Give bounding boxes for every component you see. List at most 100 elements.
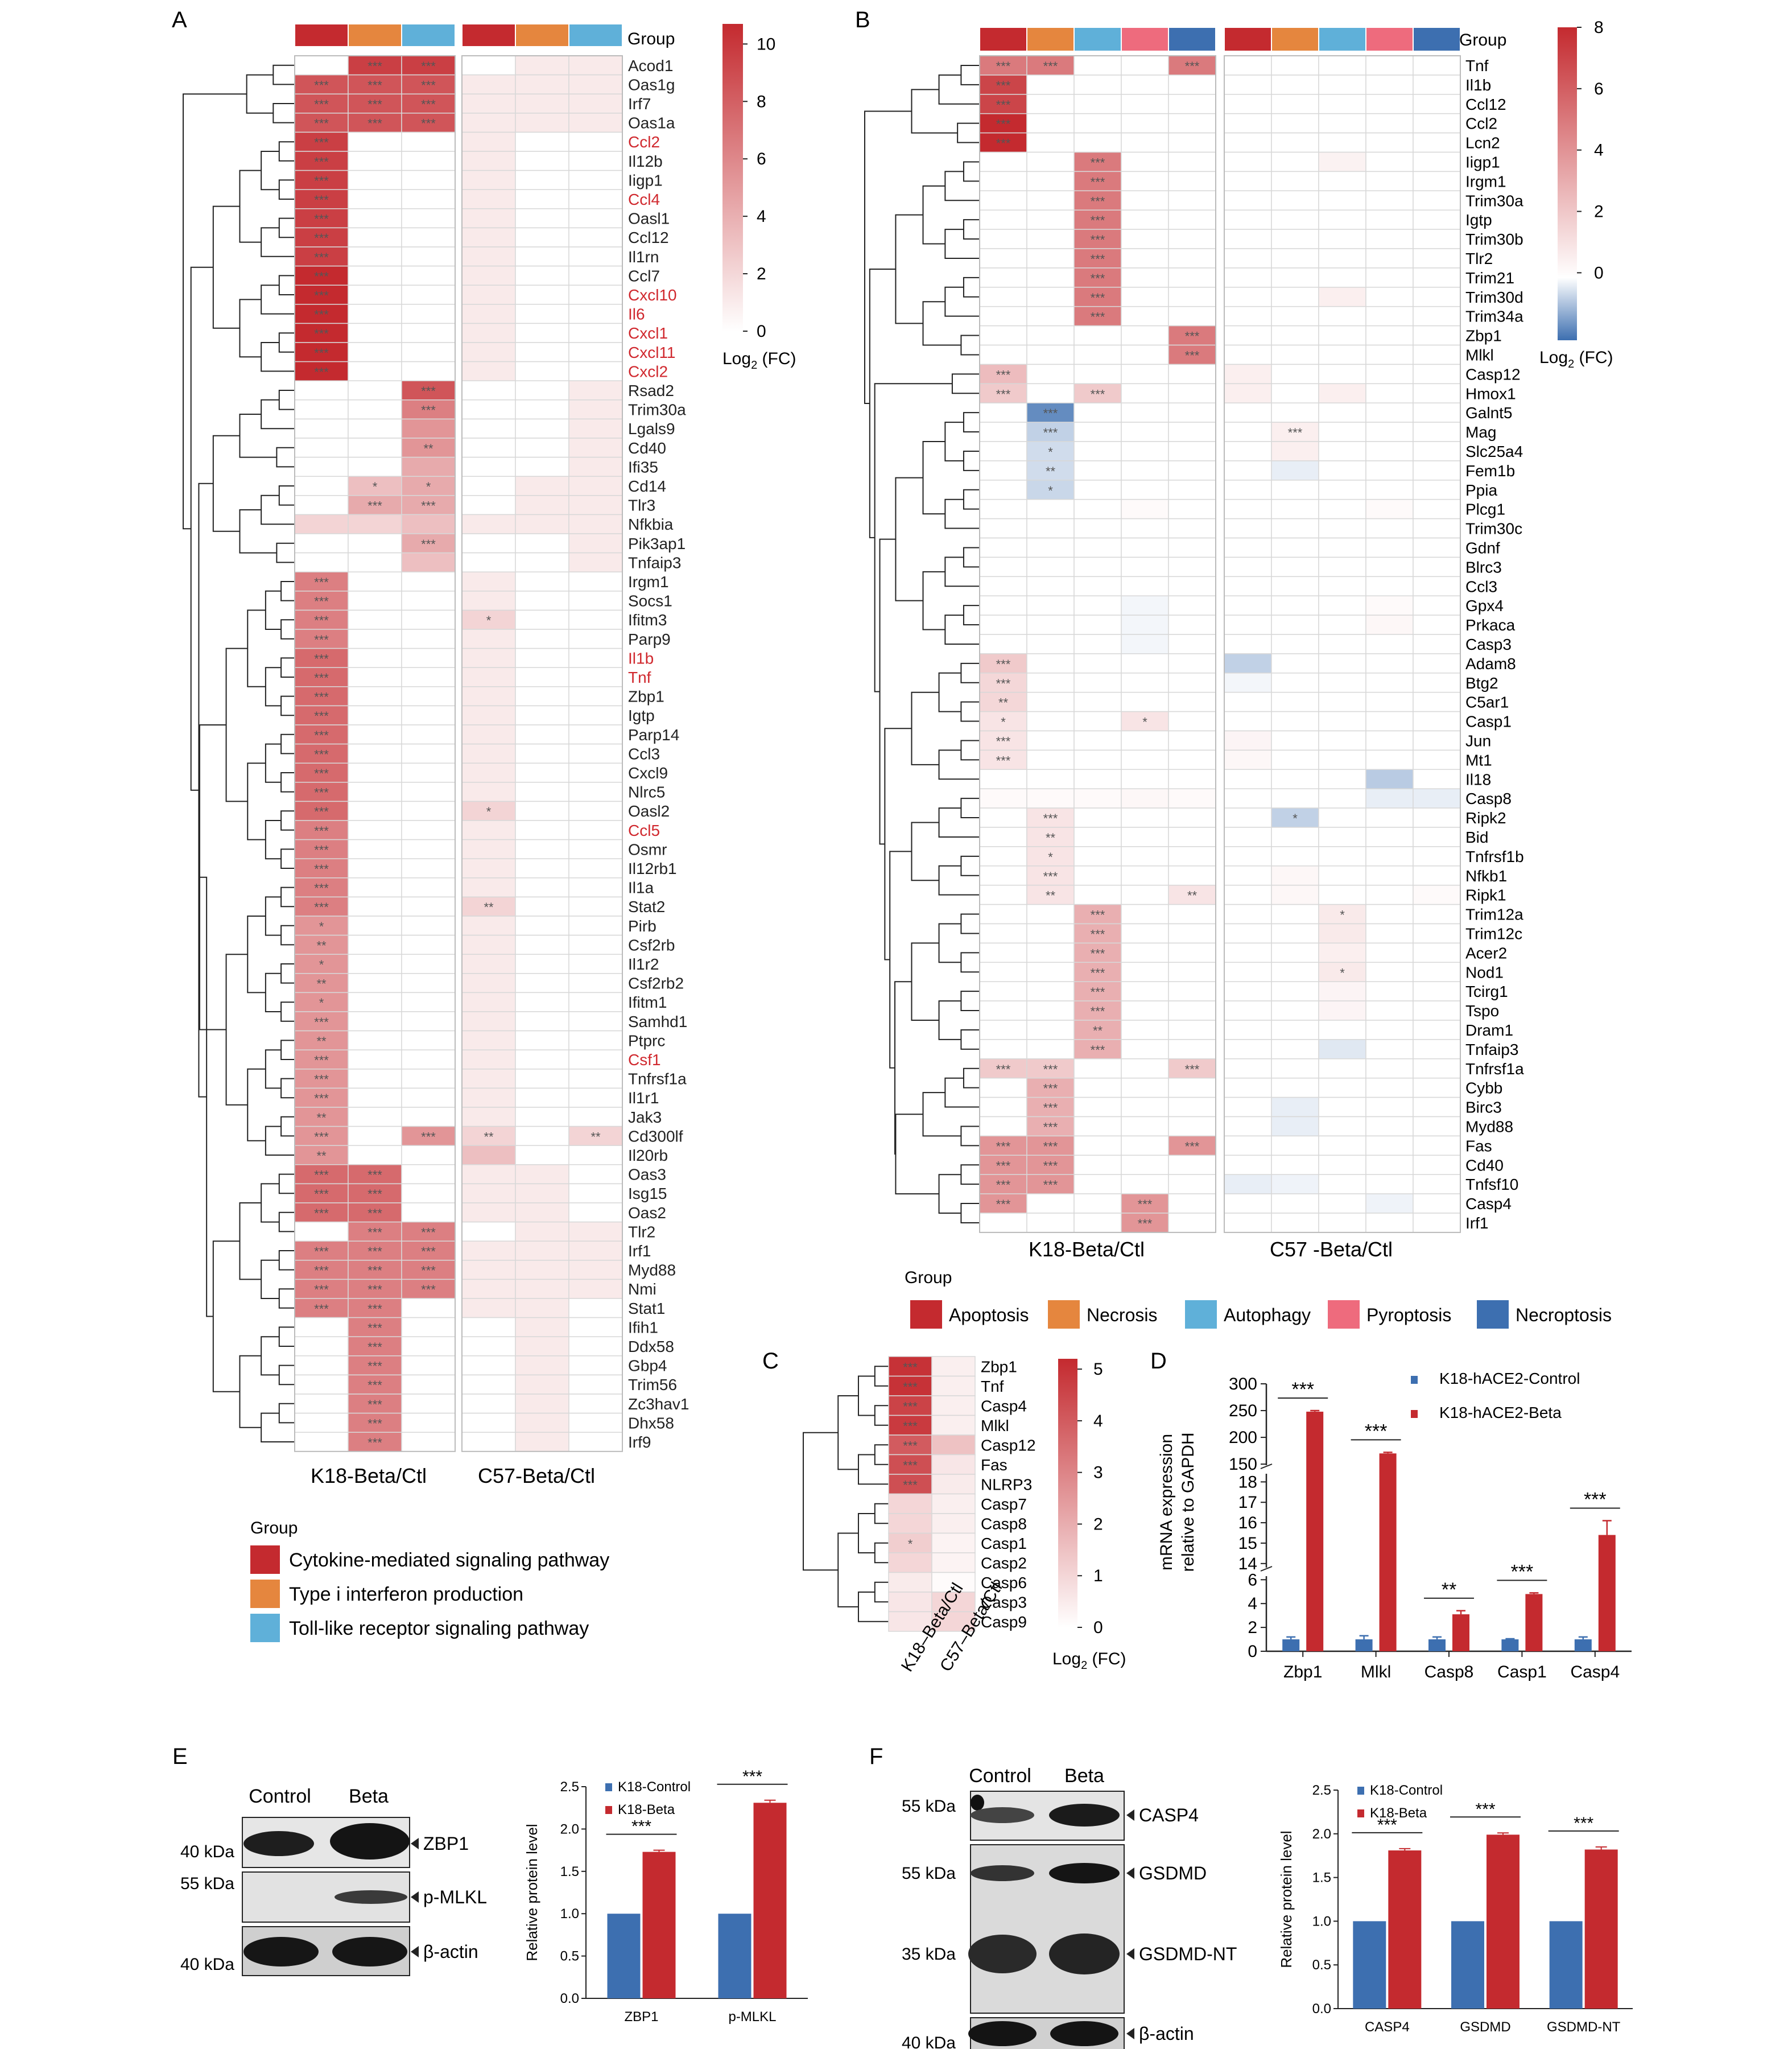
dendrogram-branch (261, 1259, 279, 1299)
heatmap-cell (1168, 306, 1216, 327)
heatmap-cell (568, 801, 623, 821)
heatmap-cell (1026, 576, 1075, 596)
heatmap-cell (515, 418, 569, 439)
gene-label: Lcn2 (1465, 134, 1500, 152)
band-label: ZBP1 (423, 1833, 469, 1854)
heatmap-cell (1318, 75, 1366, 95)
heatmap-cell (1073, 653, 1122, 674)
heatmap-frame-c57 (461, 55, 623, 1452)
significance-mark: *** (314, 633, 329, 647)
heatmap-cell (1318, 1193, 1366, 1214)
heatmap-cell (294, 1374, 349, 1395)
dendrogram-branch (265, 590, 282, 630)
heatmap-cell (568, 380, 623, 401)
gene-label: Ppia (1465, 481, 1497, 499)
error-bar (1383, 1452, 1393, 1454)
heatmap-cell (1413, 229, 1461, 249)
heatmap-cell (568, 189, 623, 209)
heatmap-cell (1168, 364, 1216, 385)
heatmap-cell (1121, 1193, 1169, 1214)
dendrogram-branch (944, 1077, 980, 1108)
heatmap-cell (1224, 364, 1272, 385)
heatmap-cell (1224, 942, 1272, 963)
heatmap-cell (1271, 480, 1319, 500)
colorbar-tick-label: 0 (757, 322, 766, 341)
heatmap-cell (515, 1030, 569, 1050)
gene-label: Trim34a (1465, 308, 1523, 325)
heatmap-cell (1271, 364, 1319, 385)
significance-mark: *** (314, 212, 329, 226)
heatmap-cell (1318, 94, 1366, 114)
heatmap-cell (461, 1183, 516, 1203)
significance-mark: *** (314, 78, 329, 92)
kda-label: 40 kDa (180, 1955, 234, 1974)
panel-c-letter: C (762, 1349, 779, 1374)
heatmap-cell (979, 113, 1027, 134)
heatmap-cell (348, 1355, 402, 1376)
gene-label: Acod1 (628, 57, 673, 75)
heatmap-cell (461, 265, 516, 286)
dendrogram-branch (246, 74, 274, 114)
heatmap-cell (1413, 653, 1461, 674)
heatmap-cell (461, 208, 516, 229)
dendrogram-branch (280, 1040, 295, 1060)
dendrogram-branch (874, 1503, 889, 1524)
dendrogram-branch (261, 494, 295, 525)
bar-K18-Control (718, 1914, 752, 1998)
heatmap-cell (461, 552, 516, 572)
dendrogram-branch (190, 266, 213, 791)
band-arrow (411, 1838, 419, 1849)
bar-K18-hACE2-Beta (1525, 1594, 1543, 1651)
heatmap-cell (1365, 884, 1414, 905)
dendrogram-branch (280, 963, 295, 984)
heatmap-cell (1168, 730, 1216, 751)
gene-label: Stat1 (628, 1300, 665, 1317)
significance-mark: *** (1091, 387, 1105, 401)
dendrogram-branch (938, 865, 980, 896)
heatmap-cell (461, 916, 516, 936)
dendrogram-branch (963, 547, 980, 568)
heatmap-cell (1168, 132, 1216, 153)
heatmap-cell (1168, 422, 1216, 442)
significance-mark: *** (368, 1359, 382, 1374)
heatmap-cell (1026, 1213, 1075, 1233)
heatmap-cell (1318, 1058, 1366, 1079)
dendrogram-branch (894, 981, 912, 1155)
heatmap-cell (1413, 1213, 1461, 1233)
heatmap-cell (1413, 480, 1461, 500)
heatmap-cell (1413, 441, 1461, 461)
dendrogram-branch (879, 538, 896, 845)
heatmap-cell (1121, 364, 1169, 385)
significance-mark: * (486, 805, 492, 819)
heatmap-cell (1413, 344, 1461, 365)
heatmap-cell (515, 1125, 569, 1146)
heatmap-cell (979, 441, 1027, 461)
heatmap-cell (1365, 1155, 1414, 1175)
heatmap-cell (515, 323, 569, 343)
heatmap-cell (1365, 287, 1414, 307)
dendrogram-branch (239, 1355, 262, 1428)
heatmap-cell (568, 1412, 623, 1433)
significance-mark: *** (421, 1283, 436, 1297)
group-bar-c57-3 (1365, 27, 1414, 52)
heatmap-cell (568, 151, 623, 171)
heatmap-cell (1026, 94, 1075, 114)
significance-mark: *** (314, 1206, 329, 1221)
heatmap-cell (461, 74, 516, 94)
heatmap-cell (1271, 287, 1319, 307)
heatmap-cell (1121, 480, 1169, 500)
x-tick-label: Mlkl (1361, 1663, 1391, 1681)
band-arrow (411, 1946, 419, 1957)
heatmap-cell (1271, 1020, 1319, 1040)
heatmap-cell (1026, 229, 1075, 249)
blot-band (1049, 1804, 1120, 1827)
significance-mark: *** (996, 98, 1011, 112)
heatmap-cell (461, 724, 516, 745)
heatmap-cell (1365, 730, 1414, 751)
bar-K18-Control (607, 1914, 641, 1998)
heatmap-cell (348, 877, 402, 898)
heatmap-cell (1121, 344, 1169, 365)
heatmap-cell (979, 422, 1027, 442)
